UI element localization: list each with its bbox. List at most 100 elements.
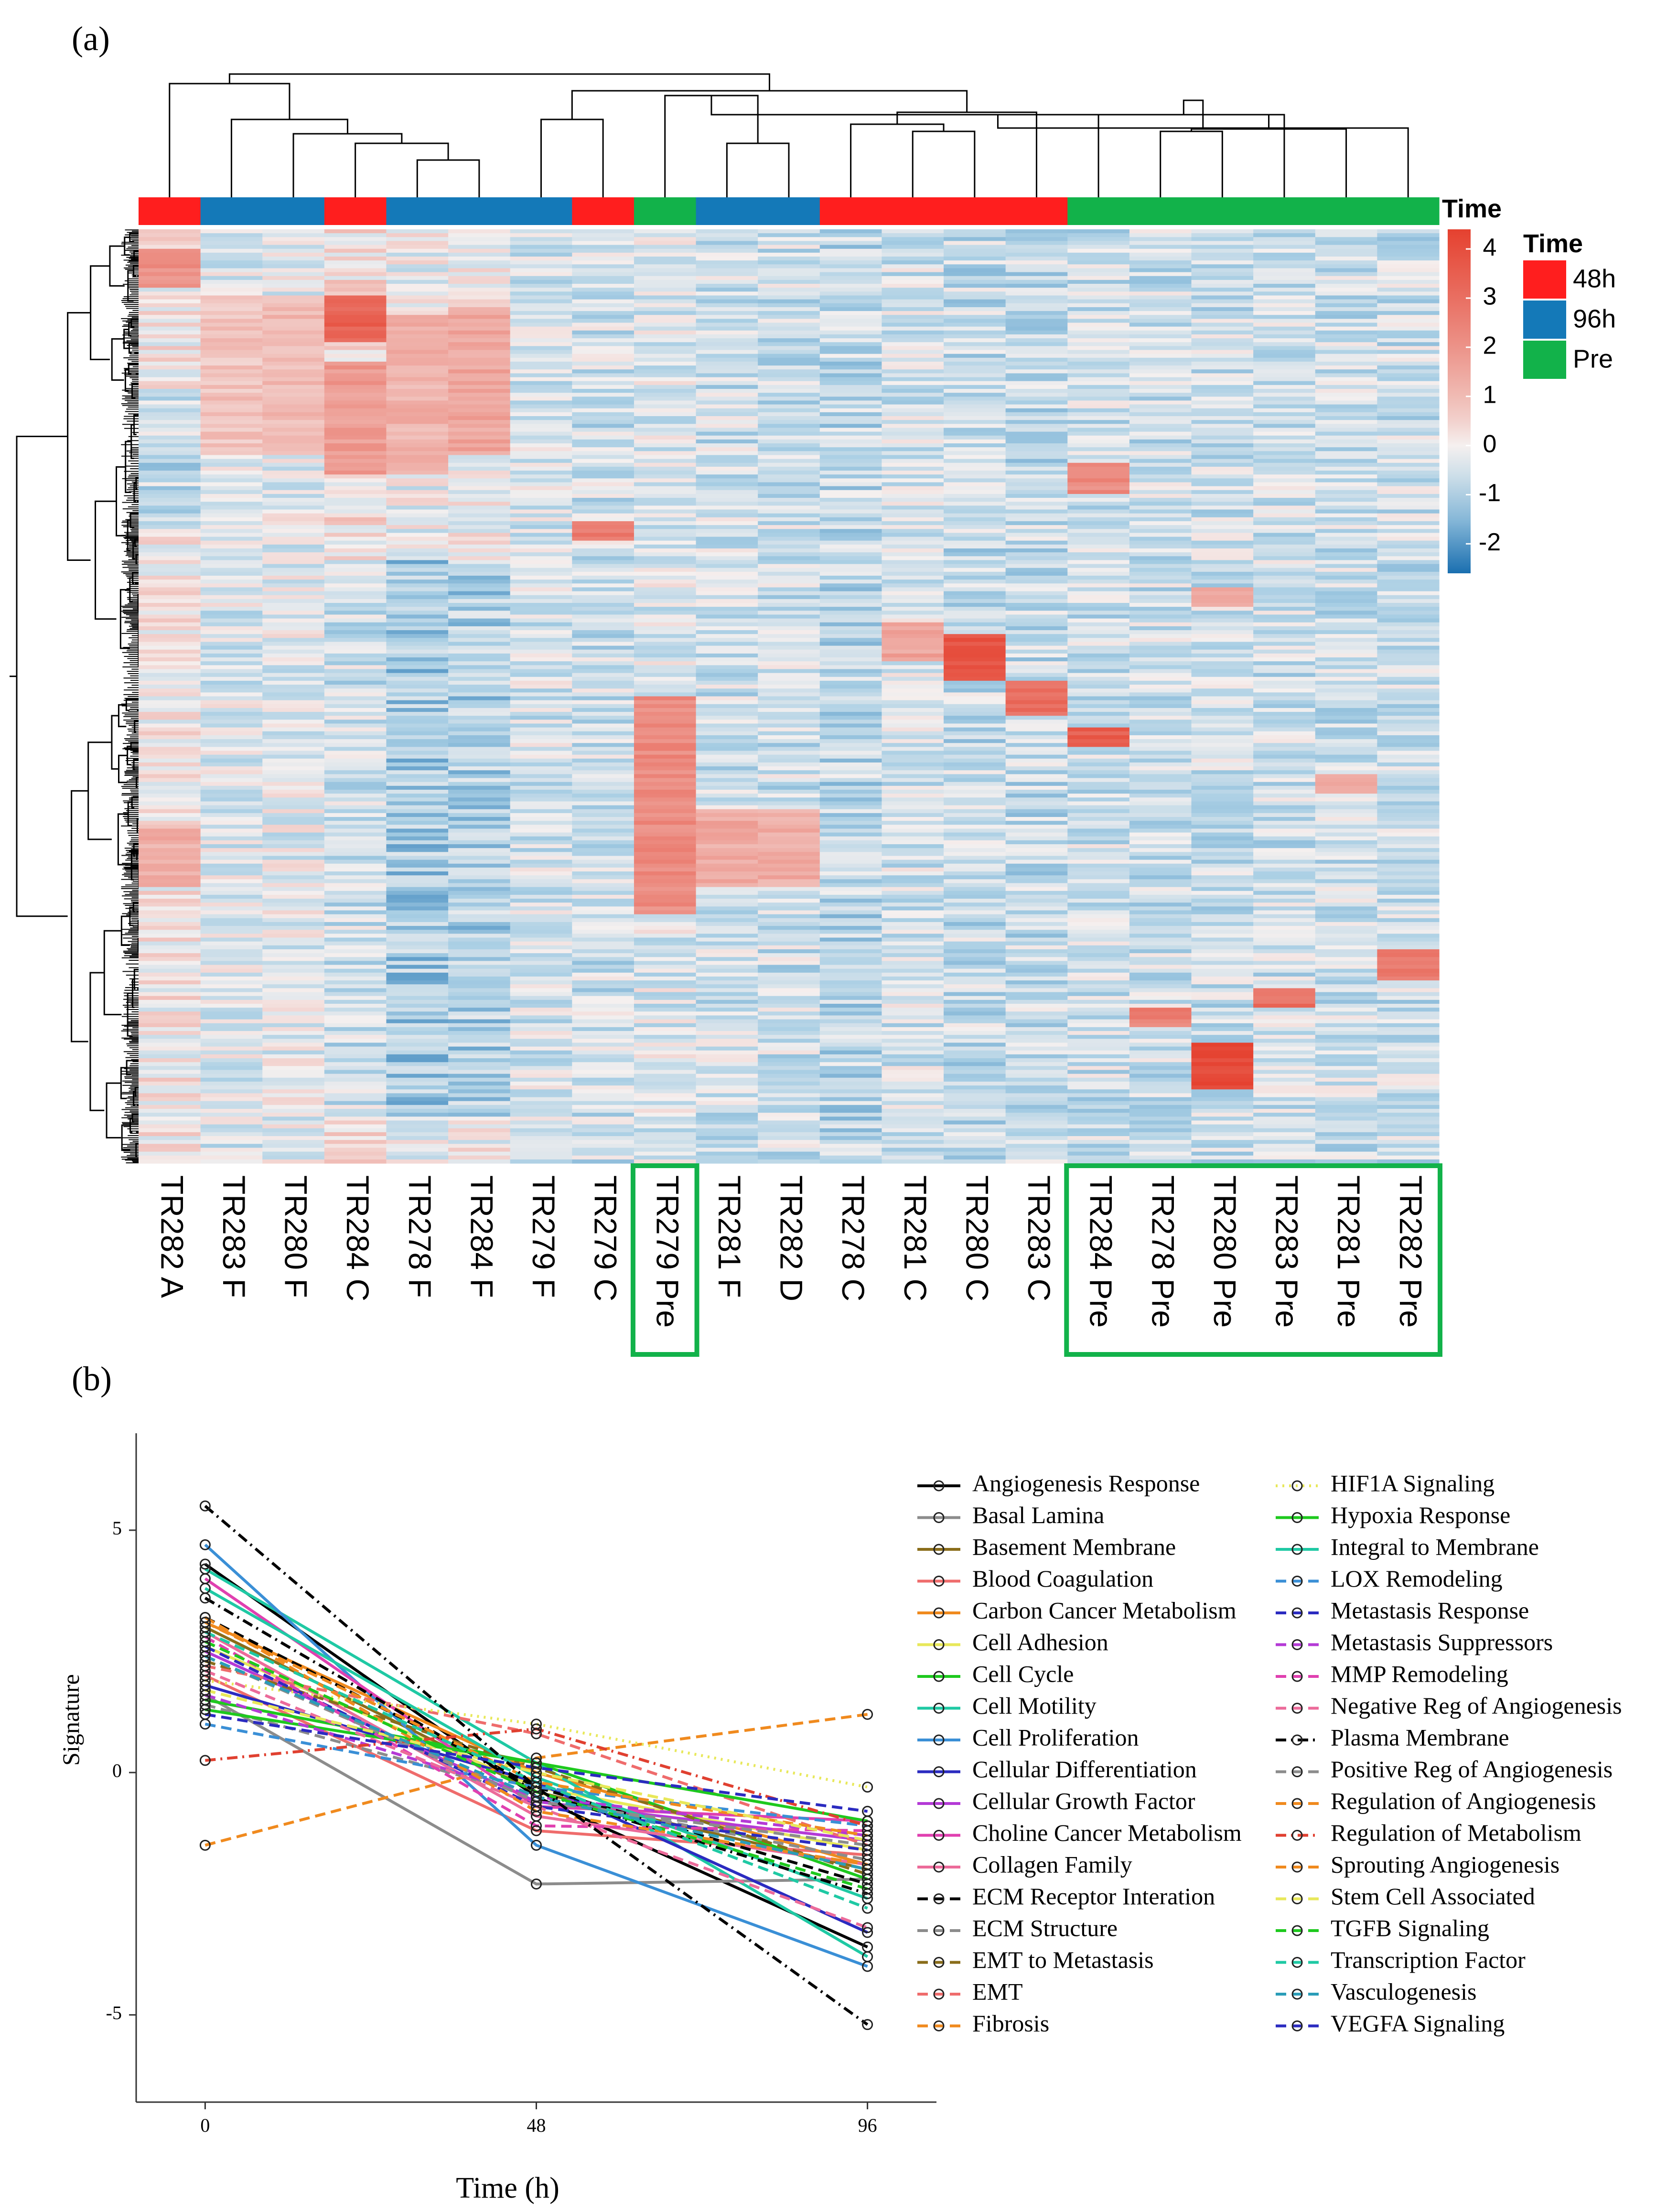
heatmap-cell	[1191, 716, 1254, 720]
heatmap-cell	[386, 1148, 449, 1152]
heatmap-cell	[944, 404, 1006, 409]
time-annotation-cell	[1129, 197, 1192, 225]
heatmap-cell	[758, 509, 820, 514]
heatmap-cell	[634, 381, 697, 386]
heatmap-cell	[200, 1039, 263, 1043]
heatmap-cell	[696, 575, 758, 580]
heatmap-cell	[448, 272, 511, 277]
heatmap-cell	[510, 977, 572, 981]
heatmap-cell	[944, 509, 1006, 514]
heatmap-cell	[758, 817, 820, 821]
heatmap-cell	[510, 248, 572, 253]
heatmap-cell	[324, 583, 387, 588]
heatmap-cell	[200, 241, 263, 246]
heatmap-cell	[139, 1085, 201, 1090]
heatmap-cell	[510, 1085, 572, 1090]
heatmap-cell	[819, 315, 882, 319]
heatmap-cell	[448, 930, 511, 934]
heatmap-cell	[1067, 357, 1130, 362]
heatmap-cell	[572, 918, 634, 923]
heatmap-cell	[819, 977, 882, 981]
heatmap-cell	[510, 1148, 572, 1152]
heatmap-cell	[1005, 544, 1068, 549]
heatmap-cell	[819, 385, 882, 389]
heatmap-cell	[944, 618, 1006, 623]
heatmap-cell	[882, 957, 944, 962]
heatmap-cell	[882, 611, 944, 615]
heatmap-cell	[819, 957, 882, 962]
heatmap-cell	[448, 291, 511, 296]
heatmap-cell	[139, 634, 201, 638]
heatmap-cell	[324, 1089, 387, 1094]
heatmap-cell	[510, 525, 572, 529]
heatmap-cell	[1067, 237, 1130, 242]
heatmap-cell	[1129, 785, 1192, 790]
heatmap-cell	[819, 1008, 882, 1012]
heatmap-cell	[1005, 774, 1068, 779]
heatmap-cell	[200, 844, 263, 848]
heatmap-cell	[1129, 856, 1192, 860]
heatmap-cell	[262, 852, 325, 857]
heatmap-cell	[944, 673, 1006, 677]
heatmap-cell	[819, 688, 882, 693]
heatmap-cell	[324, 934, 387, 938]
heatmap-cell	[324, 899, 387, 903]
heatmap-cell	[1191, 365, 1254, 370]
heatmap-cell	[200, 505, 263, 510]
heatmap-cell	[1005, 494, 1068, 498]
heatmap-cell	[944, 361, 1006, 366]
heatmap-cell	[819, 241, 882, 246]
heatmap-cell	[944, 805, 1006, 810]
heatmap-cell	[1067, 1140, 1130, 1144]
heatmap-cell	[200, 817, 263, 821]
heatmap-cell	[696, 599, 758, 603]
heatmap-cell	[1067, 875, 1130, 880]
heatmap-cell	[696, 1004, 758, 1008]
heatmap-cell	[758, 257, 820, 261]
heatmap-cell	[262, 766, 325, 771]
heatmap-cell	[634, 918, 697, 923]
heatmap-cell	[944, 704, 1006, 709]
heatmap-cell	[1005, 778, 1068, 783]
heatmap-cell	[1191, 533, 1254, 537]
heatmap-cell	[572, 778, 634, 783]
heatmap-cell	[1129, 490, 1192, 494]
heatmap-cell	[448, 894, 511, 899]
heatmap-cell	[819, 906, 882, 911]
heatmap-cell	[448, 428, 511, 432]
heatmap-cell	[572, 1074, 634, 1078]
heatmap-cell	[1005, 315, 1068, 319]
heatmap-cell	[819, 1081, 882, 1086]
heatmap-cell	[882, 984, 944, 989]
heatmap-cell	[819, 902, 882, 907]
heatmap-cell	[200, 466, 263, 471]
heatmap-cell	[634, 774, 697, 779]
heatmap-cell	[200, 1035, 263, 1039]
heatmap-cell	[882, 330, 944, 335]
heatmap-cell	[386, 1066, 449, 1071]
heatmap-cell	[262, 322, 325, 327]
heatmap-cell	[882, 645, 944, 650]
heatmap-cell	[1005, 388, 1068, 393]
heatmap-cell	[1067, 459, 1130, 463]
heatmap-cell	[1067, 338, 1130, 343]
heatmap-cell	[1005, 852, 1068, 857]
heatmap-cell	[1191, 645, 1254, 650]
heatmap-cell	[139, 751, 201, 755]
heatmap-cell	[324, 1035, 387, 1039]
heatmap-cell	[510, 902, 572, 907]
heatmap-cell	[758, 388, 820, 393]
heatmap-cell	[696, 494, 758, 498]
heatmap-cell	[386, 680, 449, 685]
heatmap-cell	[510, 568, 572, 572]
heatmap-cell	[1191, 315, 1254, 319]
heatmap-cell	[944, 700, 1006, 705]
heatmap-cell	[448, 1066, 511, 1071]
heatmap-cell	[882, 1081, 944, 1086]
heatmap-cell	[448, 513, 511, 518]
heatmap-cell	[758, 322, 820, 327]
heatmap-cell	[448, 926, 511, 930]
time-annotation-cell	[200, 197, 263, 225]
heatmap-cell	[758, 914, 820, 919]
heatmap-cell	[696, 400, 758, 405]
